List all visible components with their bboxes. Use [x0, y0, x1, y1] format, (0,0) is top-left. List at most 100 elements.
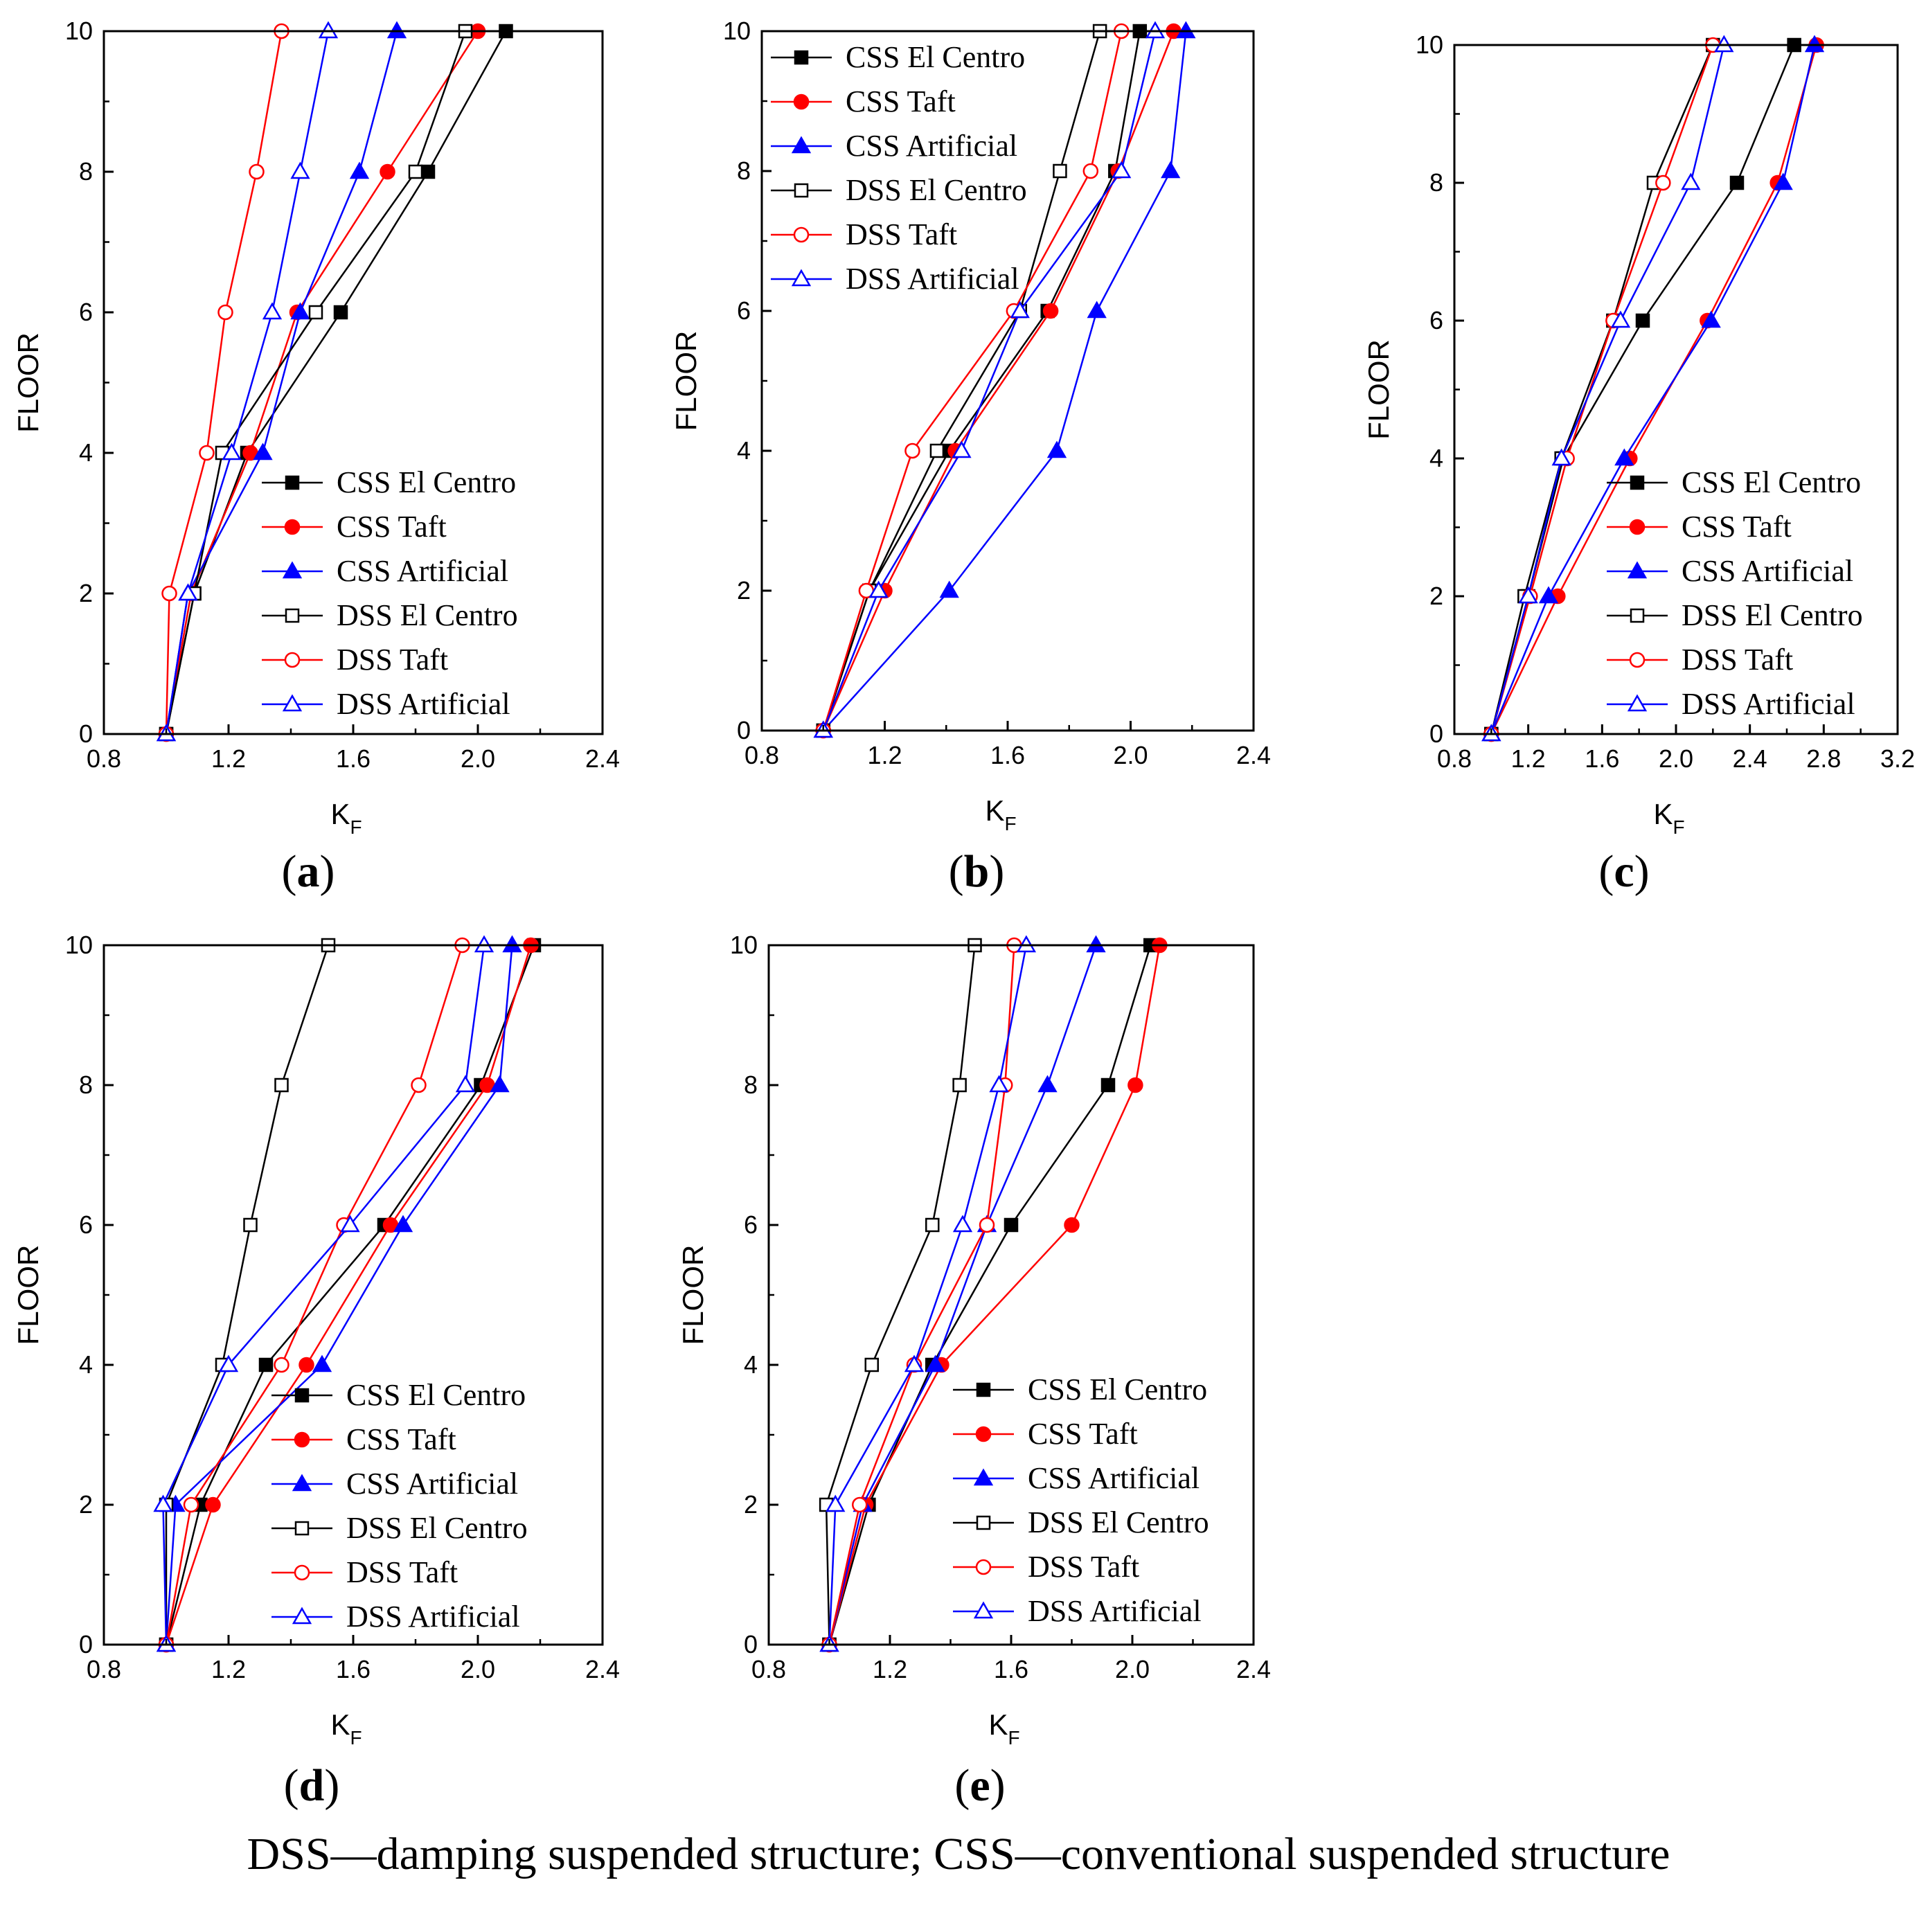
- series-css-taft: [158, 23, 486, 742]
- series-line: [822, 30, 1157, 731]
- legend-label: DSS Taft: [846, 217, 957, 251]
- series-css-el-centro: [159, 24, 513, 742]
- data-point: [205, 1496, 221, 1513]
- data-point: [868, 580, 889, 598]
- y-tick-label: 8: [744, 1071, 758, 1099]
- panel-label: (c): [1598, 846, 1649, 897]
- series-css-artificial: [819, 935, 1106, 1652]
- legend-marker: [284, 519, 301, 535]
- panel-label-letter: c: [1614, 846, 1634, 897]
- x-tick-label: 0.8: [87, 1655, 121, 1683]
- data-point: [340, 1215, 360, 1233]
- data-point: [1100, 1077, 1116, 1093]
- series-line: [822, 30, 1187, 731]
- y-tick-label: 0: [744, 1630, 758, 1658]
- legend-marker: [973, 1468, 994, 1486]
- data-point: [1046, 440, 1067, 458]
- legend-marker: [794, 183, 809, 198]
- panel-label-open: (: [954, 1760, 970, 1811]
- data-point: [161, 585, 177, 602]
- data-point: [490, 1075, 510, 1093]
- x-axis-title-subscript: F: [1673, 816, 1684, 838]
- legend-label: CSS Taft: [846, 84, 956, 118]
- series-line: [1490, 44, 1714, 735]
- legend-label: CSS Taft: [1028, 1417, 1138, 1451]
- legend-marker: [975, 1559, 992, 1575]
- y-tick-label: 10: [65, 931, 93, 959]
- x-tick-label: 0.8: [751, 1655, 786, 1683]
- legend-label: DSS Artificial: [1028, 1594, 1202, 1628]
- legend: CSS El Centro CSS Taft CSS Artificial DSS E…: [262, 465, 518, 721]
- data-point: [218, 1354, 239, 1372]
- legend-label: CSS Taft: [337, 510, 447, 544]
- chart-panel-a: 0.8 1.2 1.6 2.0 2.4 0 2 4 6 8 10 KF FLOOR CSS El Cent…: [12, 17, 620, 897]
- series-dss-artificial: [819, 935, 1037, 1652]
- data-point: [979, 1217, 995, 1233]
- x-tick-label: 1.6: [990, 741, 1025, 769]
- x-axis-title-subscript: F: [1008, 1727, 1019, 1748]
- legend-label: DSS Taft: [1682, 643, 1793, 677]
- legend-marker: [976, 1382, 991, 1397]
- x-tick-label: 2.0: [1115, 1655, 1150, 1683]
- series-css-taft: [1483, 37, 1824, 742]
- y-tick-label: 6: [1429, 306, 1443, 334]
- series-line: [822, 30, 1123, 731]
- legend-label: DSS El Centro: [346, 1511, 528, 1545]
- series-dss-el-centro: [159, 938, 336, 1652]
- plot-frame: [767, 944, 1255, 1646]
- data-point: [290, 302, 310, 320]
- data-point: [258, 1357, 274, 1372]
- data-point: [1010, 301, 1030, 319]
- legend-marker: [1629, 519, 1646, 535]
- data-point: [253, 442, 273, 460]
- legend-label: DSS Taft: [1028, 1550, 1139, 1584]
- y-tick-label: 2: [1429, 582, 1443, 610]
- data-point: [1053, 163, 1067, 179]
- data-point: [989, 1075, 1009, 1093]
- figure-caption: DSS—damping suspended structure; CSS—con…: [247, 1829, 1670, 1879]
- x-tick-label: 1.6: [994, 1655, 1028, 1683]
- legend-marker: [975, 1426, 992, 1442]
- y-axis-title: FLOOR: [677, 1245, 709, 1345]
- chart-panel-d: 0.8 1.2 1.6 2.0 2.4 0 2 4 6 8 10 KF FLOOR CSS El Cent…: [12, 931, 620, 1811]
- series-line: [822, 30, 1101, 731]
- data-point: [952, 1077, 967, 1093]
- legend-marker: [292, 1474, 312, 1492]
- legend-label: CSS Artificial: [1682, 554, 1853, 588]
- x-tick-label: 0.8: [744, 741, 779, 769]
- panel-label-close: ): [990, 1760, 1006, 1811]
- data-point: [380, 163, 395, 180]
- series-line: [828, 945, 1028, 1645]
- panel-label: (b): [949, 846, 1005, 897]
- y-tick-label: 2: [737, 576, 751, 605]
- x-tick-label: 2.4: [585, 1655, 620, 1683]
- x-axis-title: KF: [988, 1708, 1019, 1748]
- legend-marker: [791, 136, 812, 154]
- panel-label: (e): [954, 1760, 1005, 1811]
- y-tick-label: 4: [79, 438, 93, 467]
- panel-label-close: ): [320, 846, 335, 897]
- series-line: [165, 945, 535, 1645]
- x-tick-label: 1.2: [1511, 744, 1546, 773]
- panel-label-close: ): [1634, 846, 1650, 897]
- data-point: [1635, 313, 1650, 328]
- data-point: [1112, 161, 1132, 179]
- data-point: [1610, 310, 1631, 328]
- series-line: [165, 30, 283, 735]
- data-point: [243, 1217, 258, 1233]
- legend-label: CSS Artificial: [846, 129, 1017, 163]
- data-point: [939, 580, 959, 598]
- data-point: [925, 1217, 940, 1233]
- data-point: [308, 305, 323, 320]
- legend-label: CSS El Centro: [337, 465, 516, 499]
- legend-marker: [282, 694, 303, 712]
- legend-label: CSS Artificial: [1028, 1461, 1200, 1495]
- data-point: [393, 1215, 413, 1233]
- y-tick-label: 4: [79, 1350, 93, 1379]
- y-tick-label: 8: [737, 156, 751, 185]
- x-axis-title-subscript: F: [350, 1727, 362, 1748]
- panel-label-close: ): [324, 1760, 339, 1811]
- y-tick-label: 8: [79, 157, 93, 186]
- data-point: [274, 1077, 289, 1093]
